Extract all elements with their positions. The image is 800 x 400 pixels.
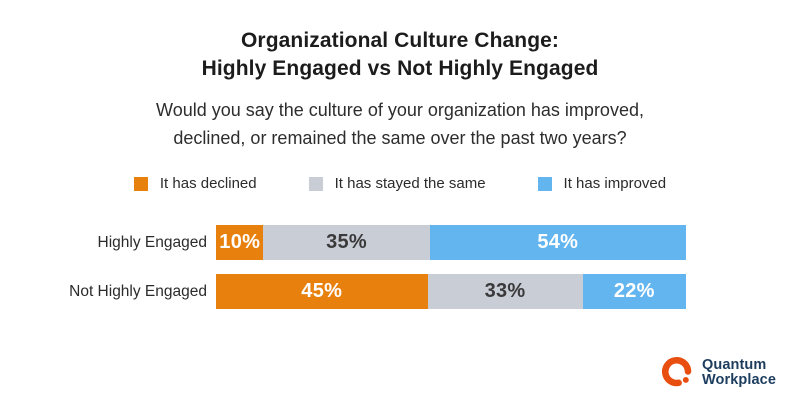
quantum-workplace-logo-icon xyxy=(662,356,692,387)
chart-subtitle-line2: declined, or remained the same over the … xyxy=(173,128,627,148)
quantum-workplace-logo: Quantum Workplace xyxy=(660,355,776,390)
bar-segment-improved: 54% xyxy=(429,225,686,260)
legend: It has declined It has stayed the same I… xyxy=(0,175,800,192)
bar-segment-declined: 45% xyxy=(216,274,428,309)
legend-label-declined: It has declined xyxy=(159,175,257,192)
chart-title: Organizational Culture Change: Highly En… xyxy=(0,0,800,83)
legend-label-stayed-same: It has stayed the same xyxy=(334,175,486,192)
legend-swatch-improved xyxy=(537,176,552,191)
bar-segment-improved: 22% xyxy=(582,274,686,309)
quantum-workplace-logo-text: Quantum Workplace xyxy=(702,356,776,388)
category-label-highly-engaged: Highly Engaged xyxy=(97,233,207,251)
bar-row-not-highly-engaged: Not Highly Engaged 45% 33% 22% xyxy=(0,274,800,309)
legend-item-declined: It has declined xyxy=(133,175,257,192)
bar-segment-declined: 10% xyxy=(216,225,264,260)
chart-title-line1: Organizational Culture Change: xyxy=(240,29,560,52)
bar-segment-stayed-same: 35% xyxy=(263,225,430,260)
chart-subtitle: Would you say the culture of your organi… xyxy=(0,96,800,152)
stacked-bar-highly-engaged: 10% 35% 54% xyxy=(216,225,686,260)
bar-row-highly-engaged: Highly Engaged 10% 35% 54% xyxy=(0,225,800,260)
legend-swatch-stayed-same xyxy=(308,176,323,191)
stacked-bar-not-highly-engaged: 45% 33% 22% xyxy=(216,274,686,309)
bar-segment-stayed-same: 33% xyxy=(427,274,583,309)
legend-item-improved: It has improved xyxy=(537,175,667,192)
legend-swatch-declined xyxy=(133,176,148,191)
logo-text-line1: Quantum xyxy=(702,356,767,373)
segment-value-label: 22% xyxy=(613,280,655,302)
legend-label-improved: It has improved xyxy=(563,175,667,192)
chart-subtitle-line1: Would you say the culture of your organi… xyxy=(156,100,644,120)
segment-value-label: 10% xyxy=(219,231,261,253)
segment-value-label: 35% xyxy=(326,231,368,253)
stacked-bar-chart: Highly Engaged 10% 35% 54% Not Highly En… xyxy=(0,225,800,309)
category-label-not-highly-engaged: Not Highly Engaged xyxy=(69,282,207,300)
legend-item-stayed-same: It has stayed the same xyxy=(308,175,486,192)
segment-value-label: 33% xyxy=(484,280,526,302)
chart-title-line2: Highly Engaged vs Not Highly Engaged xyxy=(201,57,599,80)
logo-text-line2: Workplace xyxy=(702,371,776,388)
segment-value-label: 54% xyxy=(537,231,579,253)
segment-value-label: 45% xyxy=(301,280,343,302)
